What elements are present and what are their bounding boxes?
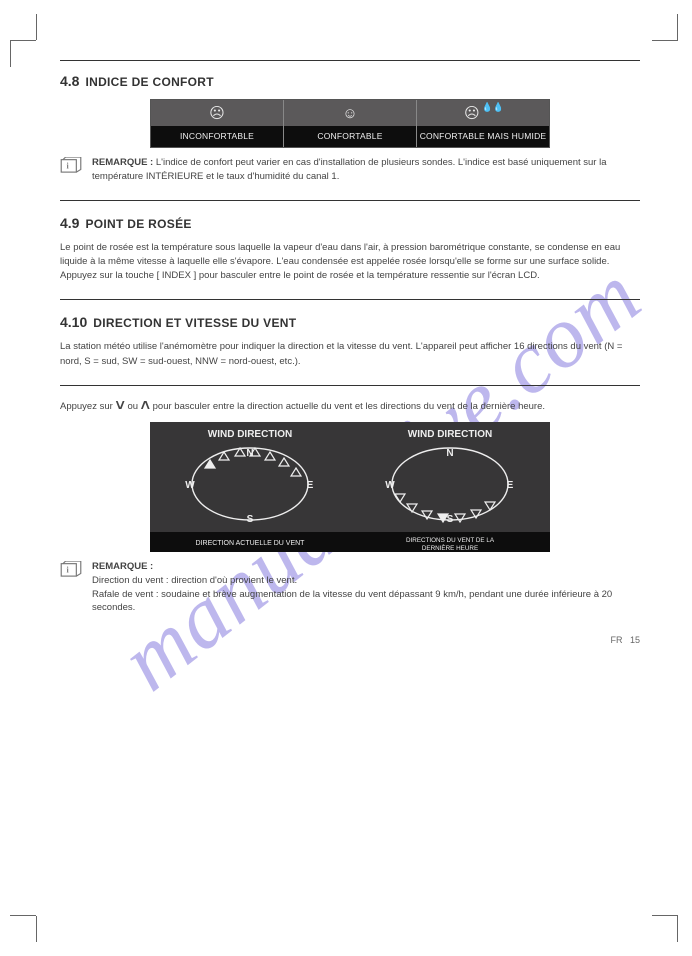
svg-text:S: S — [247, 514, 254, 525]
compass-last-hour: WIND DIRECTION N S W E — [350, 422, 550, 552]
page-content: 4.8 INDICE DE CONFORT ☹ INCONFORTABLE ☺ … — [60, 60, 640, 645]
page-number: 15 — [630, 635, 640, 645]
svg-text:i: i — [67, 566, 70, 575]
note-line-1: Direction du vent : direction d'où provi… — [92, 575, 297, 586]
note-block: i REMARQUE : L'indice de confort peut va… — [60, 156, 640, 184]
svg-text:W: W — [385, 480, 395, 491]
section-4-8-heading: 4.8 INDICE DE CONFORT — [60, 73, 640, 89]
comfort-label: CONFORTABLE — [284, 126, 416, 147]
sad-icon: ☹ — [209, 104, 225, 122]
text: pour basculer entre la direction actuell… — [153, 401, 545, 412]
comfort-cell-uncomfortable: ☹ INCONFORTABLE — [151, 100, 284, 147]
section-4-10-body2: Appuyez sur ˅ ou ˄ pour basculer entre l… — [60, 400, 640, 414]
note-icon: i — [60, 561, 82, 580]
compass-current: WIND DIRECTION N S W E — [150, 422, 350, 552]
svg-text:i: i — [67, 162, 70, 171]
svg-text:DERNIÈRE HEURE: DERNIÈRE HEURE — [422, 543, 478, 552]
droplets-icon: 💧💧 — [482, 102, 504, 113]
chevron-up-icon: ˄ — [141, 397, 150, 414]
section-title: INDICE DE CONFORT — [85, 75, 213, 89]
svg-text:S: S — [447, 514, 454, 525]
page-lang: FR — [610, 635, 622, 645]
section-number: 4.9 — [60, 215, 79, 231]
section-4-9-heading: 4.9 POINT DE ROSÉE — [60, 215, 640, 231]
section-title: POINT DE ROSÉE — [85, 217, 191, 231]
svg-text:N: N — [446, 448, 453, 459]
section-4-9-body: Le point de rosée est la température sou… — [60, 241, 640, 284]
section-4-10-heading: 4.10 DIRECTION ET VITESSE DU VENT — [60, 314, 640, 330]
note-text: L'indice de confort peut varier en cas d… — [92, 157, 607, 182]
caption: DIRECTION ACTUELLE DU VENT — [196, 540, 306, 547]
top-rule — [60, 60, 640, 61]
svg-text:WIND DIRECTION: WIND DIRECTION — [408, 429, 492, 440]
section-4-10-body: La station météo utilise l'anémomètre po… — [60, 340, 640, 369]
note-block-2: i REMARQUE : Direction du vent : directi… — [60, 560, 640, 615]
svg-text:N: N — [246, 448, 253, 459]
sad-wet-icon: ☹ — [464, 104, 480, 122]
note-line-2: Rafale de vent : soudaine et brève augme… — [92, 589, 612, 614]
section-number: 4.8 — [60, 73, 79, 89]
section-title: DIRECTION ET VITESSE DU VENT — [93, 316, 296, 330]
svg-text:E: E — [507, 480, 514, 491]
svg-text:W: W — [185, 480, 195, 491]
comfort-cell-humid: ☹ 💧💧 CONFORTABLE MAIS HUMIDE — [417, 100, 549, 147]
section-number: 4.10 — [60, 314, 87, 330]
divider — [60, 299, 640, 300]
divider — [60, 200, 640, 201]
panel-title: WIND DIRECTION — [208, 429, 292, 440]
comfort-label: INCONFORTABLE — [151, 126, 283, 147]
comfort-cell-comfortable: ☺ CONFORTABLE — [284, 100, 417, 147]
wind-direction-panels: WIND DIRECTION N S W E — [150, 422, 550, 552]
happy-icon: ☺ — [342, 105, 357, 122]
svg-text:E: E — [307, 480, 314, 491]
note-heading: REMARQUE : — [92, 561, 153, 572]
text: ou — [127, 401, 140, 412]
svg-text:DIRECTIONS DU VENT DE LA: DIRECTIONS DU VENT DE LA — [406, 537, 495, 544]
comfort-index-table: ☹ INCONFORTABLE ☺ CONFORTABLE ☹ 💧💧 CONFO… — [150, 99, 550, 148]
comfort-label: CONFORTABLE MAIS HUMIDE — [417, 126, 549, 147]
note-heading: REMARQUE : — [92, 157, 153, 168]
note-icon: i — [60, 157, 82, 176]
text: Appuyez sur — [60, 401, 115, 412]
divider — [60, 385, 640, 386]
chevron-down-icon: ˅ — [115, 397, 124, 414]
